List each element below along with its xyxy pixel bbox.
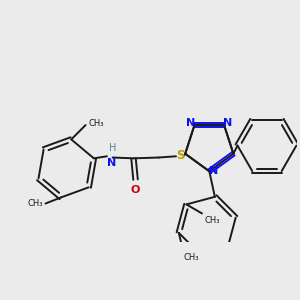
Text: CH₃: CH₃ xyxy=(184,253,199,262)
Text: CH₃: CH₃ xyxy=(88,119,104,128)
Text: O: O xyxy=(131,185,140,195)
Text: N: N xyxy=(107,158,116,168)
Text: H: H xyxy=(109,143,116,153)
Text: N: N xyxy=(223,118,232,128)
Text: CH₃: CH₃ xyxy=(204,216,220,225)
Text: CH₃: CH₃ xyxy=(27,199,43,208)
Text: S: S xyxy=(176,149,184,162)
Text: N: N xyxy=(187,118,196,128)
Text: N: N xyxy=(209,166,218,176)
